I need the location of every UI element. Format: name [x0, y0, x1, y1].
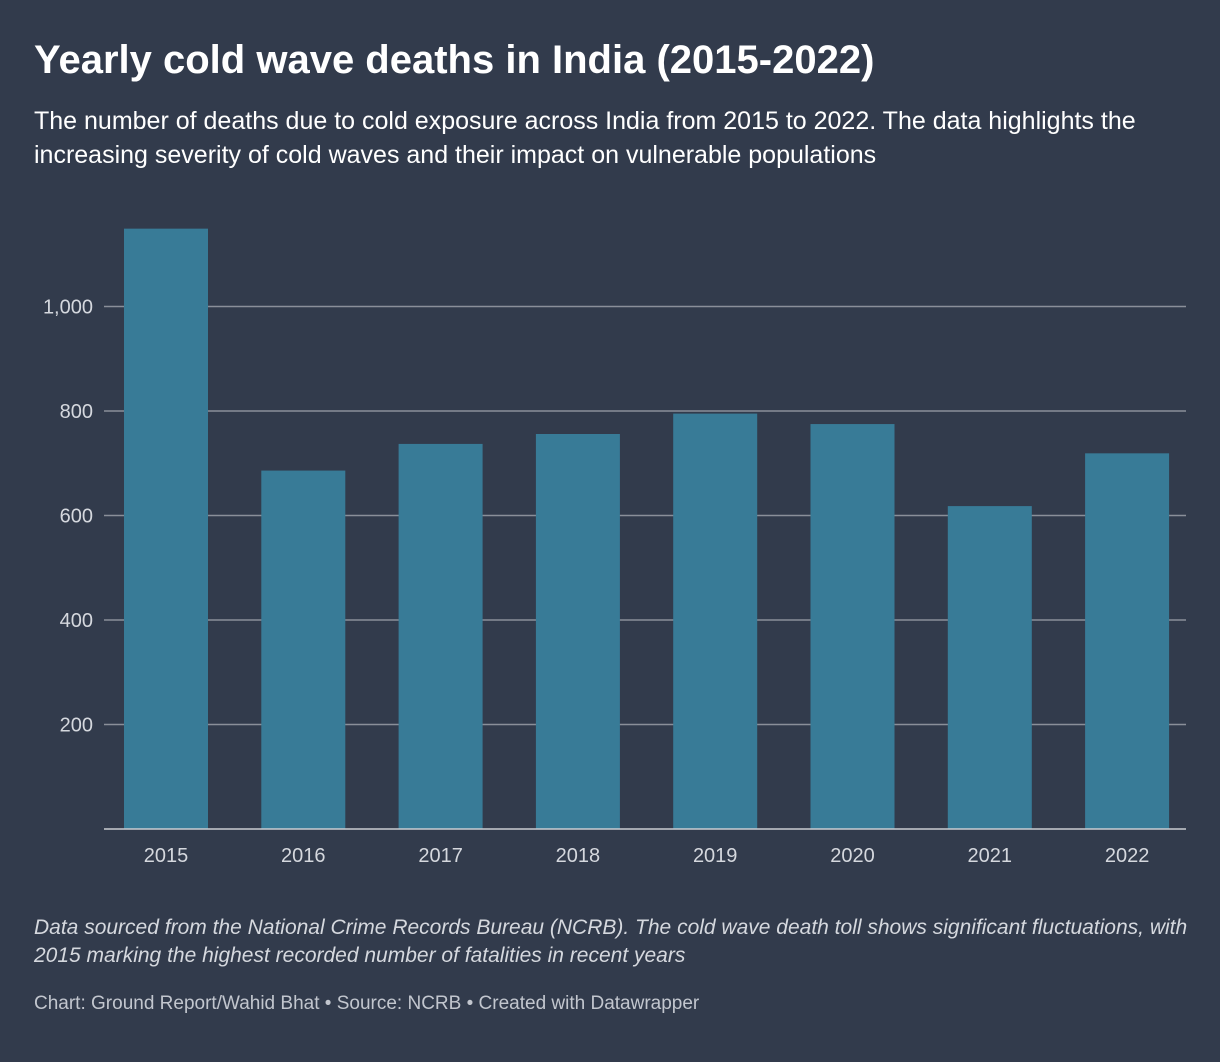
bar-2018 [535, 433, 620, 829]
credit-source: Source: NCRB [336, 993, 462, 1014]
bar-2019 [673, 413, 758, 829]
bar-chart: 200 400 600 800 1,000 2015 2016 2017 2018 2019 202… [43, 228, 1186, 867]
y-tick-label: 200 [60, 715, 93, 737]
x-tick-label: 2019 [693, 845, 738, 867]
y-tick-label: 1,000 [43, 297, 93, 319]
chart-credits: Chart: Ground Report/Wahid Bhat • Source… [34, 991, 1194, 1017]
chart-subtitle: The number of deaths due to cold exposur… [34, 107, 1136, 169]
y-tick-label: 800 [60, 401, 93, 423]
bar-2020 [810, 424, 895, 829]
credit-separator: • [466, 993, 474, 1014]
x-tick-label: 2022 [1105, 845, 1150, 867]
bar-2016 [261, 470, 346, 829]
credit-tool: Created with Datawrapper [478, 993, 700, 1014]
x-tick-label: 2015 [144, 845, 189, 867]
bar-2022 [1085, 453, 1170, 829]
x-tick-label: 2018 [556, 845, 601, 867]
x-tick-label: 2017 [418, 845, 463, 867]
y-tick-label: 400 [60, 610, 93, 632]
bar-2015 [124, 228, 208, 830]
x-tick-label: 2020 [830, 845, 875, 867]
credit-separator: • [324, 993, 332, 1014]
chart-notes: Data sourced from the National Crime Rec… [34, 916, 1188, 967]
bar-2017 [398, 443, 483, 829]
credit-chart: Chart: Ground Report/Wahid Bhat [34, 993, 320, 1014]
chart-title: Yearly cold wave deaths in India (2015-2… [34, 38, 875, 82]
bar-2021 [947, 506, 1032, 829]
x-tick-label: 2021 [968, 845, 1013, 867]
x-tick-label: 2016 [281, 845, 326, 867]
y-tick-label: 600 [60, 506, 93, 528]
